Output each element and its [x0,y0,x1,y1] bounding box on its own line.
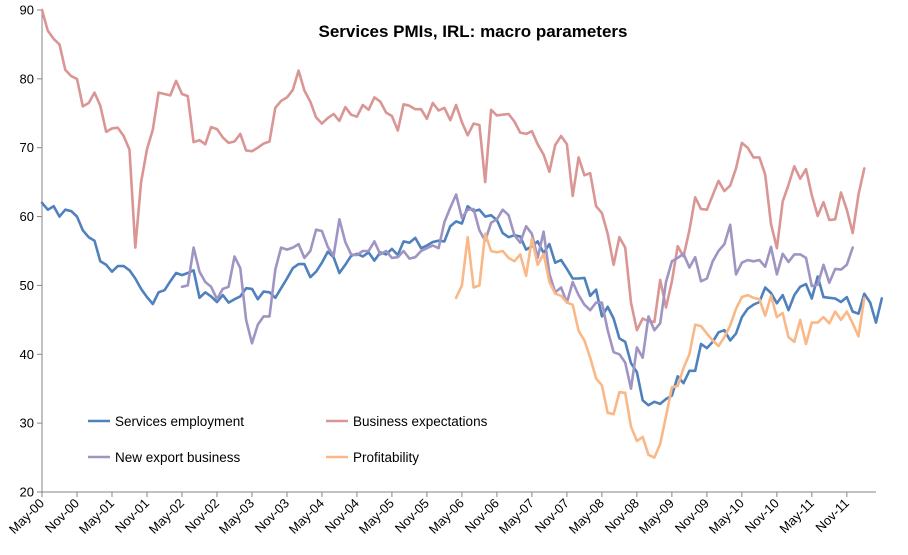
x-tick-label: May-01 [76,496,117,537]
y-tick-label: 50 [20,278,34,293]
series-line-services-employment [40,201,884,407]
x-tick-label: Nov-04 [322,496,362,536]
x-tick-label: Nov-06 [462,496,502,536]
x-tick-label: Nov-07 [532,496,572,536]
x-tick-label: May-00 [6,496,47,537]
chart-title: Services PMIs, IRL: macro parameters [319,22,628,41]
x-tick-label: Nov-09 [672,496,712,536]
x-tick-label: May-03 [216,496,257,537]
x-tick-label: Nov-11 [812,496,852,536]
series-layer [40,8,884,459]
x-tick-label: May-07 [496,496,537,537]
x-tick-label: May-10 [706,496,747,537]
x-tick-label: Nov-00 [42,496,82,536]
x-tick-label: May-02 [146,496,187,537]
legend-label: Business expectations [353,414,488,429]
x-tick-label: Nov-10 [742,496,782,536]
y-tick-label: 80 [20,71,34,86]
legend-label: New export business [115,450,241,465]
series-line-business-expectations [40,8,866,332]
series-line-new-export-business [180,193,854,390]
x-tick-label: Nov-01 [112,496,152,536]
legend-item: New export business [88,450,241,465]
x-tick-label: May-09 [636,496,677,537]
x-tick-label: May-05 [356,496,397,537]
y-tick-label: 70 [20,140,34,155]
legend-label: Profitability [353,450,419,465]
x-tick-label: May-04 [286,496,327,537]
x-tick-label: May-06 [426,496,467,537]
legend: Services employment Business expectations… [88,414,488,465]
y-tick-label: 20 [20,485,34,500]
x-tick-label: Nov-08 [602,496,642,536]
legend-label: Services employment [115,414,244,429]
y-tick-label: 30 [20,416,34,431]
y-tick-label: 40 [20,347,34,362]
y-axis: 20 30 40 50 60 70 80 90 [20,3,43,500]
x-axis: May-00Nov-00May-01Nov-01May-02Nov-02May-… [6,491,876,537]
legend-item: Services employment [88,414,244,429]
legend-item: Profitability [326,450,419,465]
x-tick-label: May-08 [566,496,607,537]
x-tick-label: Nov-02 [182,496,222,536]
y-tick-label: 90 [20,3,34,18]
y-tick-label: 60 [20,209,34,224]
series-line-profitability [454,232,866,459]
x-tick-label: May-11 [776,496,817,537]
x-tick-label: Nov-03 [252,496,292,536]
x-tick-label: Nov-05 [392,496,432,536]
legend-item: Business expectations [326,414,488,429]
